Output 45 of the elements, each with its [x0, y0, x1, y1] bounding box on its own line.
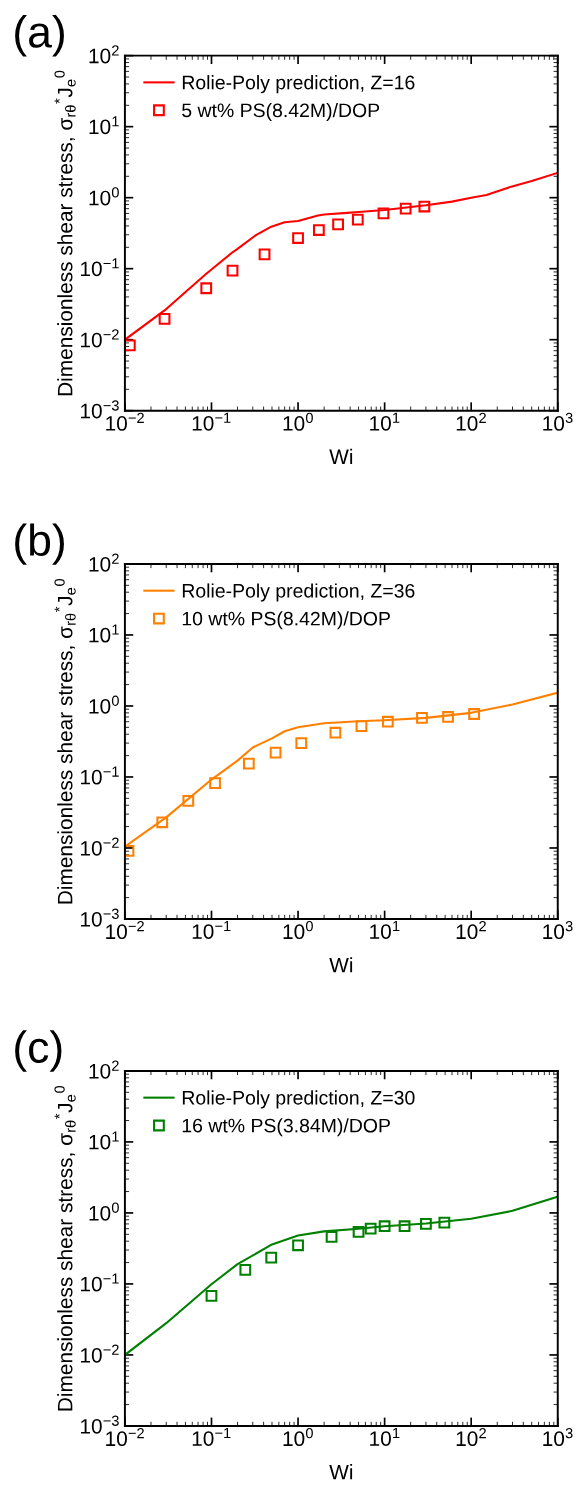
x-axis-title: Wi [329, 448, 353, 464]
x-tick-label: 10$^{−1}$ [192, 921, 231, 939]
legend-label: 5 wt% PS(8.42M)/DOP [182, 102, 380, 122]
chart-title: (c) [15, 1030, 62, 1072]
y-tick-label: 10$^{1}$ [89, 116, 119, 135]
y-axis-title: Dimensionless shear stress, σ$_{rθ}$$^{*}$J$_{e}$$^{0}$ [54, 1085, 76, 1411]
y-tick-label: 10$^{1}$ [89, 1131, 119, 1150]
x-tick-label: 10$^{0}$ [283, 1427, 313, 1447]
y-tick-label: 10$^{2}$ [89, 1060, 119, 1079]
x-tick-label: 10$^{0}$ [283, 412, 313, 431]
x-tick-label: 10$^{−1}$ [192, 1427, 231, 1446]
x-axis-title: Wi [329, 957, 353, 973]
x-tick-label: 10$^{2}$ [456, 921, 486, 940]
y-tick-label: 10$^{0}$ [89, 187, 119, 206]
chart-title: (b) [15, 523, 64, 565]
x-tick-label: 10$^{1}$ [370, 412, 400, 431]
y-tick-label: 10$^{0}$ [89, 695, 119, 714]
y-tick-label: 10$^{0}$ [89, 1202, 119, 1221]
legend-label: Rolie-Poly prediction, Z=16 [182, 75, 415, 94]
x-tick-label: 10$^{1}$ [370, 1427, 400, 1446]
y-tick-label: 10$^{−2}$ [81, 1344, 119, 1363]
y-tick-label: 10$^{−1}$ [81, 258, 119, 277]
y-tick-label: 10$^{2}$ [89, 553, 119, 572]
y-axis-title: Dimensionless shear stress, σ$_{rθ}$$^{*}$J$_{e}$$^{0}$ [54, 70, 76, 396]
chart-title: (a) [15, 15, 64, 57]
y-tick-label: 10$^{−1}$ [81, 1273, 119, 1292]
x-tick-label: 10$^{3}$ [543, 921, 573, 940]
y-tick-label: 10$^{−2}$ [81, 329, 119, 348]
legend-label: 10 wt% PS(8.42M)/DOP [182, 611, 390, 630]
y-tick-label: 10$^{−1}$ [81, 766, 119, 785]
y-axis-title: Dimensionless shear stress, σ$_{rθ}$$^{*}$J$_{e}$$^{0}$ [54, 578, 76, 904]
x-tick-label: 10$^{1}$ [370, 921, 400, 939]
x-tick-label: 10$^{2}$ [456, 1427, 486, 1447]
x-tick-label: 10$^{−1}$ [192, 412, 231, 431]
legend-label: Rolie-Poly prediction, Z=30 [182, 1090, 415, 1109]
legend-label: Rolie-Poly prediction, Z=36 [182, 583, 415, 602]
y-tick-label: 10$^{−2}$ [81, 837, 119, 856]
y-tick-label: 10$^{1}$ [89, 624, 119, 643]
legend-label: 16 wt% PS(3.84M)/DOP [182, 1118, 390, 1137]
x-tick-label: 10$^{3}$ [543, 1427, 573, 1447]
y-tick-label: 10$^{2}$ [89, 45, 119, 64]
x-tick-label: 10$^{2}$ [456, 412, 486, 431]
x-axis-title: Wi [329, 1464, 353, 1480]
x-tick-label: 10$^{0}$ [283, 921, 313, 940]
x-tick-label: 10$^{3}$ [543, 412, 573, 431]
